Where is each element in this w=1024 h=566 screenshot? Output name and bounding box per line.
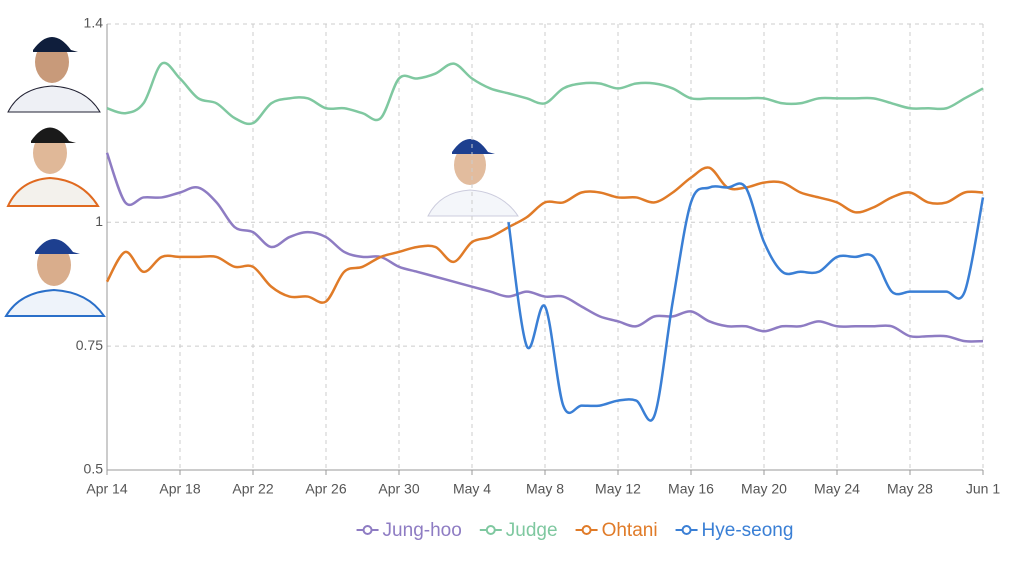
x-tick-label: May 8 xyxy=(526,481,564,497)
y-tick-label: 0.75 xyxy=(76,337,103,353)
y-tick-label: 0.5 xyxy=(84,461,104,477)
y-tick-label: 1.4 xyxy=(84,15,104,31)
legend-marker xyxy=(485,525,496,535)
legend-label: Judge xyxy=(506,520,558,541)
x-tick-label: Apr 30 xyxy=(378,481,419,497)
x-tick-label: May 4 xyxy=(453,481,491,497)
x-tick-label: May 24 xyxy=(814,481,860,497)
legend-label: Hye-seong xyxy=(702,520,794,541)
x-tick-label: Apr 26 xyxy=(305,481,346,497)
x-tick-label: Jun 1 xyxy=(966,481,1000,497)
x-tick-label: May 20 xyxy=(741,481,787,497)
player-photos xyxy=(4,26,521,317)
x-tick-label: May 16 xyxy=(668,481,714,497)
legend-marker xyxy=(362,525,373,535)
y-tick-label: 1 xyxy=(95,213,103,229)
series-line xyxy=(105,152,984,343)
series-line xyxy=(105,166,984,304)
x-tick-label: Apr 22 xyxy=(232,481,273,497)
photo-jung-hoo xyxy=(4,114,104,207)
lines xyxy=(105,61,985,422)
x-tick-label: Apr 14 xyxy=(86,481,127,497)
x-tick-label: May 28 xyxy=(887,481,933,497)
x-tick-label: Apr 18 xyxy=(159,481,200,497)
legend-item: Jung-hoo xyxy=(356,520,462,541)
x-tick-label: May 12 xyxy=(595,481,641,497)
legend-marker xyxy=(681,525,692,535)
legend-item: Ohtani xyxy=(575,520,658,541)
legend-label: Jung-hoo xyxy=(383,520,462,541)
legend-item: Hye-seong xyxy=(675,520,794,541)
photo-hye-seong xyxy=(425,124,521,217)
series-line xyxy=(507,182,985,422)
grid: 0.5 0.75 1 1.4 Apr 14 Apr 18 Apr 22 Apr 26 Apr 3… xyxy=(76,15,1001,497)
legend-label: Ohtani xyxy=(602,520,658,541)
legend: Jung-hoo Judge Ohtani Hye-seong xyxy=(356,520,794,541)
legend-marker xyxy=(581,525,592,535)
photo-ohtani xyxy=(4,222,108,317)
photo-judge xyxy=(4,26,104,113)
series-line xyxy=(106,61,984,126)
legend-item: Judge xyxy=(479,520,558,541)
